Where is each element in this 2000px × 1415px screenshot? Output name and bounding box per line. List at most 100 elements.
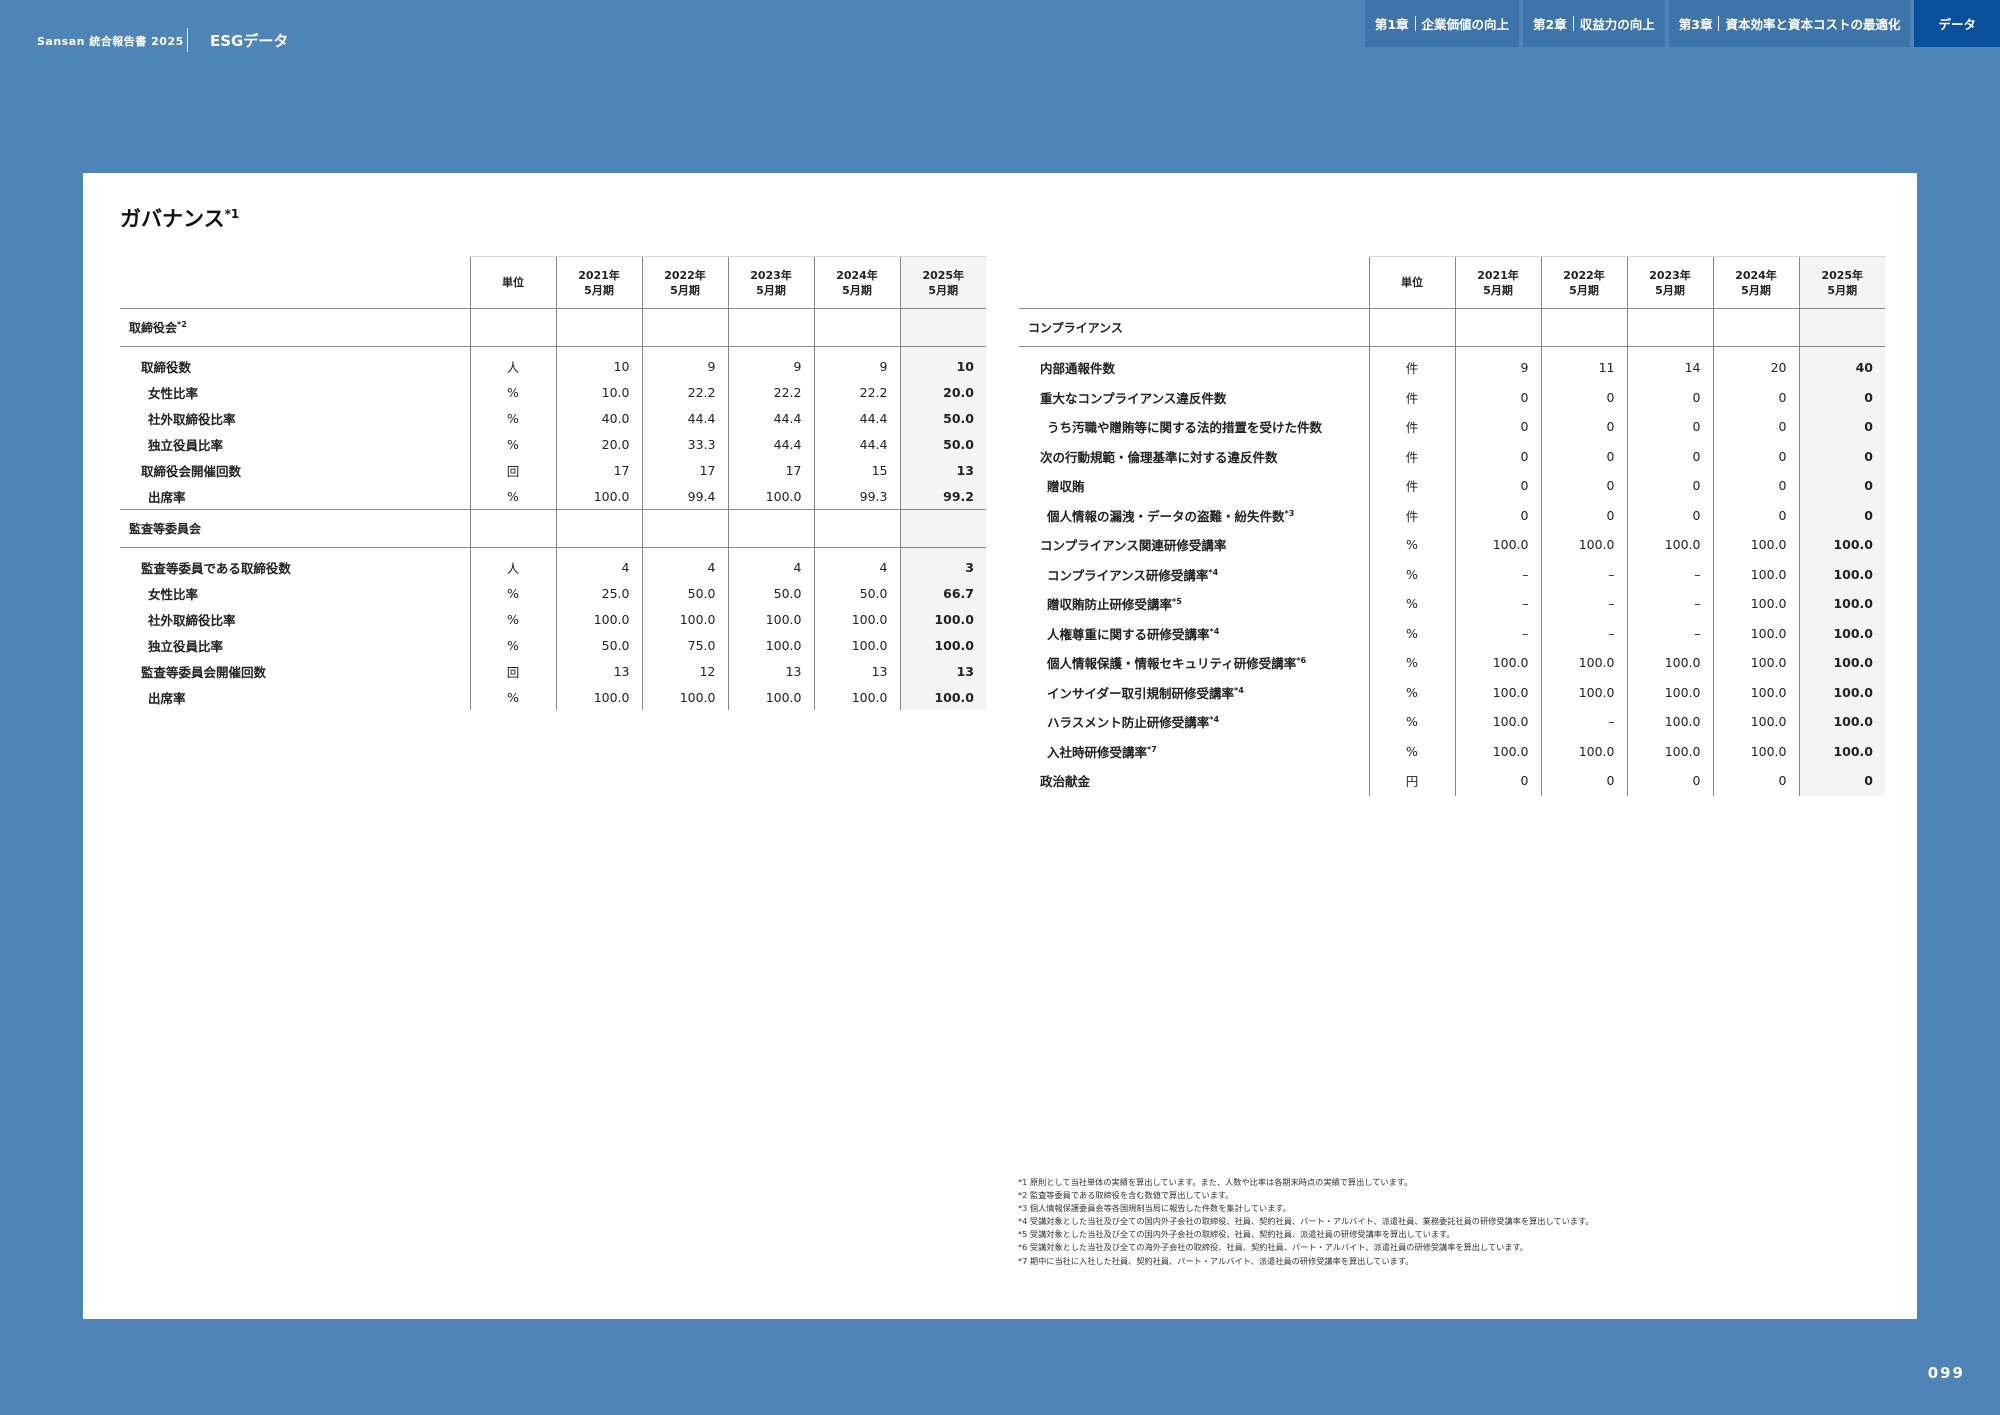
nav-tab-data[interactable]: データ: [1914, 0, 2000, 47]
row-label: 監査等委員である取締役数: [120, 554, 470, 580]
year-header-line: 5月期: [842, 283, 872, 297]
row-label-text: 女性比率: [148, 586, 199, 602]
row-label: 出席率: [120, 684, 470, 710]
page-title-text: ガバナンス: [120, 207, 225, 231]
value-cell: 100.0: [1712, 677, 1799, 707]
row-label-text: 社外取締役比率: [148, 612, 236, 628]
value-cell: 100.0: [727, 483, 814, 510]
unit-cell: %: [1368, 618, 1455, 648]
year-column-header: 2023年 5月期: [1626, 256, 1713, 309]
spacer-cell: [555, 346, 642, 353]
table-row: 監査等委員会開催回数回 13 12 13 13 13: [120, 658, 986, 684]
table-row: コンプライアンス研修受講率*4% – – –100.0 100.0: [1019, 559, 1885, 589]
unit-cell: %: [469, 379, 556, 405]
value-cell: –: [1540, 589, 1627, 619]
value-cell: [1454, 308, 1541, 347]
row-label-text: 監査等委員である取締役数: [141, 560, 291, 576]
value-cell: 15: [813, 457, 900, 483]
table-row: インサイダー取引規制研修受講率*4% 100.0 100.0 100.0 100.0 10…: [1019, 677, 1885, 707]
value-cell: 22.2: [727, 379, 814, 405]
row-label-text: コンプライアンス関連研修受講率: [1040, 538, 1227, 554]
row-label-text: 個人情報保護・情報セキュリティ研修受講率: [1047, 656, 1297, 672]
value-cell: 100.0: [1454, 736, 1541, 766]
row-label-text: 独立役員比率: [148, 638, 224, 654]
row-label: 出席率: [120, 483, 470, 510]
year-column-header: 2023年 5月期: [727, 256, 814, 309]
unit-cell: 件: [1368, 412, 1455, 442]
nav-tab-chapter-1[interactable]: 第1章 企業価値の向上: [1364, 0, 1520, 47]
value-cell: 17: [555, 457, 642, 483]
year-header-line: 5月期: [1569, 283, 1599, 297]
compliance-table: 単位 2021年 5月期 2022年 5月期 2023年 5月期 2024年 5月期 2025年 5…: [1019, 256, 1885, 796]
spacer-cell: [469, 346, 556, 353]
row-label-text: ハラスメント防止研修受講率: [1047, 715, 1210, 731]
year-header-line: 2023年: [750, 268, 792, 282]
value-cell: 0: [1454, 471, 1541, 501]
unit-cell: 人: [469, 353, 556, 379]
nav-tab-divider: [1414, 16, 1416, 31]
value-cell: 100.0: [1712, 707, 1799, 737]
footnote: *3 個人情報保護委員会等各国規制当局に報告した件数を集計しています。: [1018, 1203, 1291, 1214]
value-cell: [813, 308, 900, 347]
unit-cell: %: [469, 580, 556, 606]
nav-tab-chapter: 第1章: [1374, 17, 1409, 32]
nav-tab-chapter: 第2章: [1533, 17, 1567, 32]
row-label: 社外取締役比率: [120, 405, 470, 431]
row-label-note: *2: [177, 320, 187, 329]
year-column-header: 2021年 5月期: [1454, 256, 1541, 309]
unit-cell: 回: [469, 457, 556, 483]
governance-board-table: 単位 2021年 5月期 2022年 5月期 2023年 5月期 2024年 5月期 2025年 5…: [120, 256, 986, 710]
value-cell: 13: [899, 658, 986, 684]
value-cell: 75.0: [641, 632, 728, 658]
footnote: *7 期中に当社に入社した社員、契約社員、パート・アルバイト、派遣社員の研修受講…: [1018, 1255, 1414, 1266]
nav-tab-chapter-3[interactable]: 第3章 資本効率と資本コストの最適化: [1668, 0, 1911, 47]
table-row: 個人情報保護・情報セキュリティ研修受講率*6% 100.0 100.0 100.0 10…: [1019, 648, 1885, 678]
table-row: 贈収賄防止研修受講率*5% – – –100.0 100.0: [1019, 589, 1885, 619]
unit-cell: 件: [1368, 500, 1455, 530]
value-cell: 100.0: [1712, 648, 1799, 678]
value-cell: 13: [727, 658, 814, 684]
value-cell: 100.0: [1454, 707, 1541, 737]
year-header-line: 2025年: [922, 268, 965, 282]
value-cell: 0: [1626, 500, 1713, 530]
value-cell: 4: [555, 554, 642, 580]
value-cell: 50.0: [641, 580, 728, 606]
value-cell: 14: [1626, 353, 1713, 383]
row-label-text: 社外取締役比率: [148, 411, 236, 427]
spacer-cell: [813, 346, 900, 353]
value-cell: 66.7: [899, 580, 986, 606]
table-row: 取締役数人 10 9 9 9 10: [120, 353, 986, 379]
nav-tab-chapter-2[interactable]: 第2章 収益力の向上: [1523, 0, 1665, 47]
value-cell: 0: [1454, 412, 1541, 442]
unit-column-header: 単位: [469, 256, 556, 309]
content-panel: ガバナンス*1 単位 2021年 5月期 2022年 5月期 2023年 5月期 2024年 5…: [83, 173, 1917, 1319]
value-cell: 100.0: [727, 684, 814, 710]
year-header-line: 5月期: [670, 283, 700, 297]
row-label-text: 取締役会: [129, 321, 178, 335]
value-cell: 12: [641, 658, 728, 684]
row-label: 贈収賄防止研修受講率*5: [1019, 589, 1369, 619]
spacer-cell: [899, 547, 986, 554]
value-cell: 50.0: [727, 580, 814, 606]
row-label-text: うち汚職や贈賄等に関する法的措置を受けた件数: [1047, 420, 1323, 436]
footnotes: *1 原則として当社単体の実績を算出しています。また、人数や比率は各期末時点の実…: [1018, 1176, 1594, 1268]
nav-tab-title: 資本効率と資本コストの最適化: [1725, 17, 1901, 32]
value-cell: 100.0: [1540, 677, 1627, 707]
row-label: 人権尊重に関する研修受講率*4: [1019, 619, 1369, 649]
row-label-text: 贈収賄: [1047, 479, 1085, 495]
value-cell: 22.2: [641, 379, 728, 405]
year-column-header: 2025年 5月期: [899, 256, 986, 309]
table-row: 入社時研修受講率*7% 100.0 100.0 100.0 100.0 100.0: [1019, 736, 1885, 766]
value-cell: 0: [1798, 766, 1885, 796]
unit-cell: 件: [1368, 353, 1455, 383]
value-cell: 100.0: [1540, 648, 1627, 678]
value-cell: –: [1626, 618, 1713, 648]
year-column-header: 2024年 5月期: [1712, 256, 1799, 309]
unit-cell: %: [1368, 589, 1455, 619]
value-cell: 0: [1454, 766, 1541, 796]
nav-tab-title: 企業価値の向上: [1421, 17, 1510, 32]
unit-cell: %: [1368, 707, 1455, 737]
value-cell: 100.0: [1712, 530, 1799, 560]
value-cell: 99.3: [813, 483, 900, 510]
value-cell: [1626, 308, 1713, 347]
